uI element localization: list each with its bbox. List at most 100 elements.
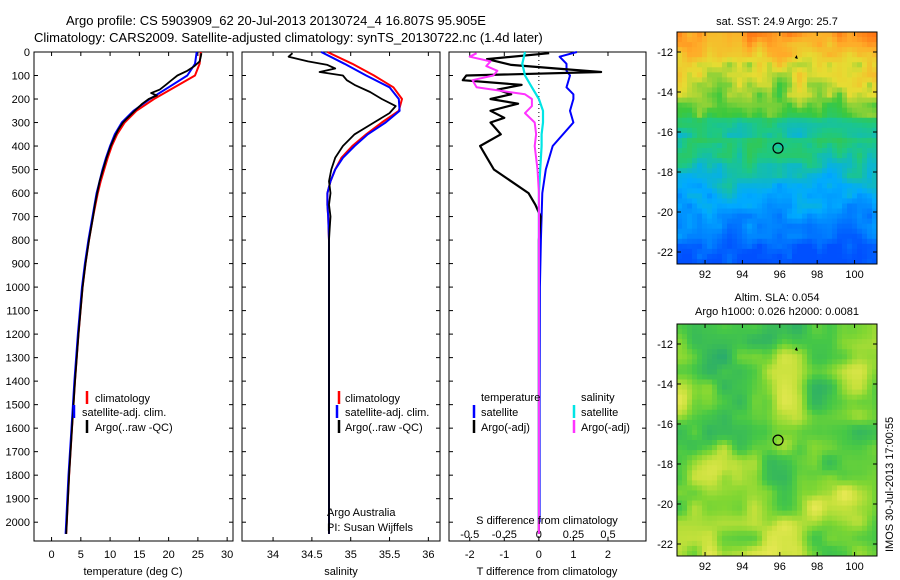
map-cell — [817, 72, 823, 78]
difference-legend: temperature salinity satellite Argo(-adj… — [472, 392, 630, 434]
map-cell — [762, 480, 768, 486]
map-cell — [677, 480, 683, 486]
map-cell — [862, 414, 868, 421]
map-cell — [817, 434, 823, 441]
map-cell — [767, 188, 773, 194]
map-cell — [717, 550, 723, 556]
map-cell — [857, 445, 863, 451]
map-cell — [757, 52, 763, 58]
map-cell — [682, 42, 688, 48]
map-cell — [852, 540, 858, 547]
map-cell — [797, 137, 803, 144]
map-cell — [732, 188, 738, 194]
map-cell — [722, 137, 728, 144]
map-cell — [862, 495, 868, 502]
map-cell — [867, 107, 873, 114]
map-cell — [777, 248, 783, 255]
map-cell — [867, 530, 873, 537]
sla-map-frame — [676, 323, 878, 557]
map-cell — [757, 530, 763, 537]
map-cell — [777, 409, 783, 416]
map-cell — [752, 233, 758, 240]
map-cell — [802, 243, 808, 250]
map-cell — [802, 510, 808, 517]
map-cell — [717, 465, 723, 471]
map-cell — [837, 233, 843, 240]
map-cell — [807, 168, 813, 174]
map-cell — [747, 112, 753, 119]
map-cell — [752, 374, 758, 381]
map-cell — [777, 470, 783, 476]
map-cell — [857, 460, 863, 466]
map-cell — [867, 535, 873, 542]
map-cell — [692, 107, 698, 114]
map-cell — [692, 72, 698, 78]
map-cell — [792, 122, 798, 129]
map-cell — [787, 253, 793, 260]
map-cell — [712, 253, 718, 260]
map-cell — [772, 434, 778, 441]
map-cell — [687, 414, 693, 421]
map-cell — [752, 445, 758, 451]
map-cell — [752, 500, 758, 507]
map-cell — [727, 173, 733, 179]
map-cell — [722, 465, 728, 471]
map-cell — [762, 434, 768, 441]
map-cell — [867, 203, 873, 210]
map-cell — [807, 490, 813, 497]
map-cell — [757, 465, 763, 471]
map-cell — [737, 248, 743, 255]
map-cell — [812, 460, 818, 466]
map-cell — [817, 334, 823, 340]
map-cell — [692, 127, 698, 134]
map-cell — [682, 163, 688, 169]
map-cell — [862, 379, 868, 386]
map-cell — [797, 67, 803, 73]
map-cell — [727, 233, 733, 240]
map-cell — [852, 122, 858, 129]
map-cell — [707, 183, 713, 189]
map-cell — [832, 57, 838, 63]
map-cell — [787, 450, 793, 456]
map-cell — [777, 399, 783, 406]
map-cell — [737, 258, 743, 264]
map-cell — [697, 349, 703, 355]
map-cell — [692, 97, 698, 104]
map-cell — [727, 57, 733, 63]
map-cell — [837, 500, 843, 507]
map-cell — [717, 153, 723, 159]
map-cell — [697, 475, 703, 481]
map-cell — [867, 349, 873, 355]
map-cell — [862, 419, 868, 426]
map-cell — [852, 344, 858, 350]
map-cell — [737, 324, 743, 330]
map-cell — [842, 324, 848, 330]
map-cell — [707, 379, 713, 386]
map-cell — [812, 122, 818, 129]
map-cell — [772, 419, 778, 426]
map-cell — [687, 228, 693, 235]
map-cell — [722, 203, 728, 210]
map-cell — [837, 87, 843, 94]
map-cell — [757, 243, 763, 250]
map-cell — [752, 57, 758, 63]
map-cell — [687, 434, 693, 441]
map-cell — [837, 72, 843, 78]
map-cell — [727, 540, 733, 547]
map-cell — [857, 414, 863, 421]
map-cell — [747, 364, 753, 370]
map-cell — [782, 107, 788, 114]
map-cell — [727, 82, 733, 89]
map-cell — [857, 52, 863, 58]
map-cell — [762, 324, 768, 330]
map-cell — [852, 158, 858, 164]
map-cell — [842, 530, 848, 537]
map-cell — [802, 434, 808, 441]
depth-tick-label: 1600 — [6, 423, 30, 435]
map-cell — [727, 248, 733, 255]
map-cell — [872, 203, 877, 210]
map-cell — [867, 394, 873, 401]
map-cell — [747, 510, 753, 517]
map-cell — [812, 168, 818, 174]
map-cell — [677, 465, 683, 471]
